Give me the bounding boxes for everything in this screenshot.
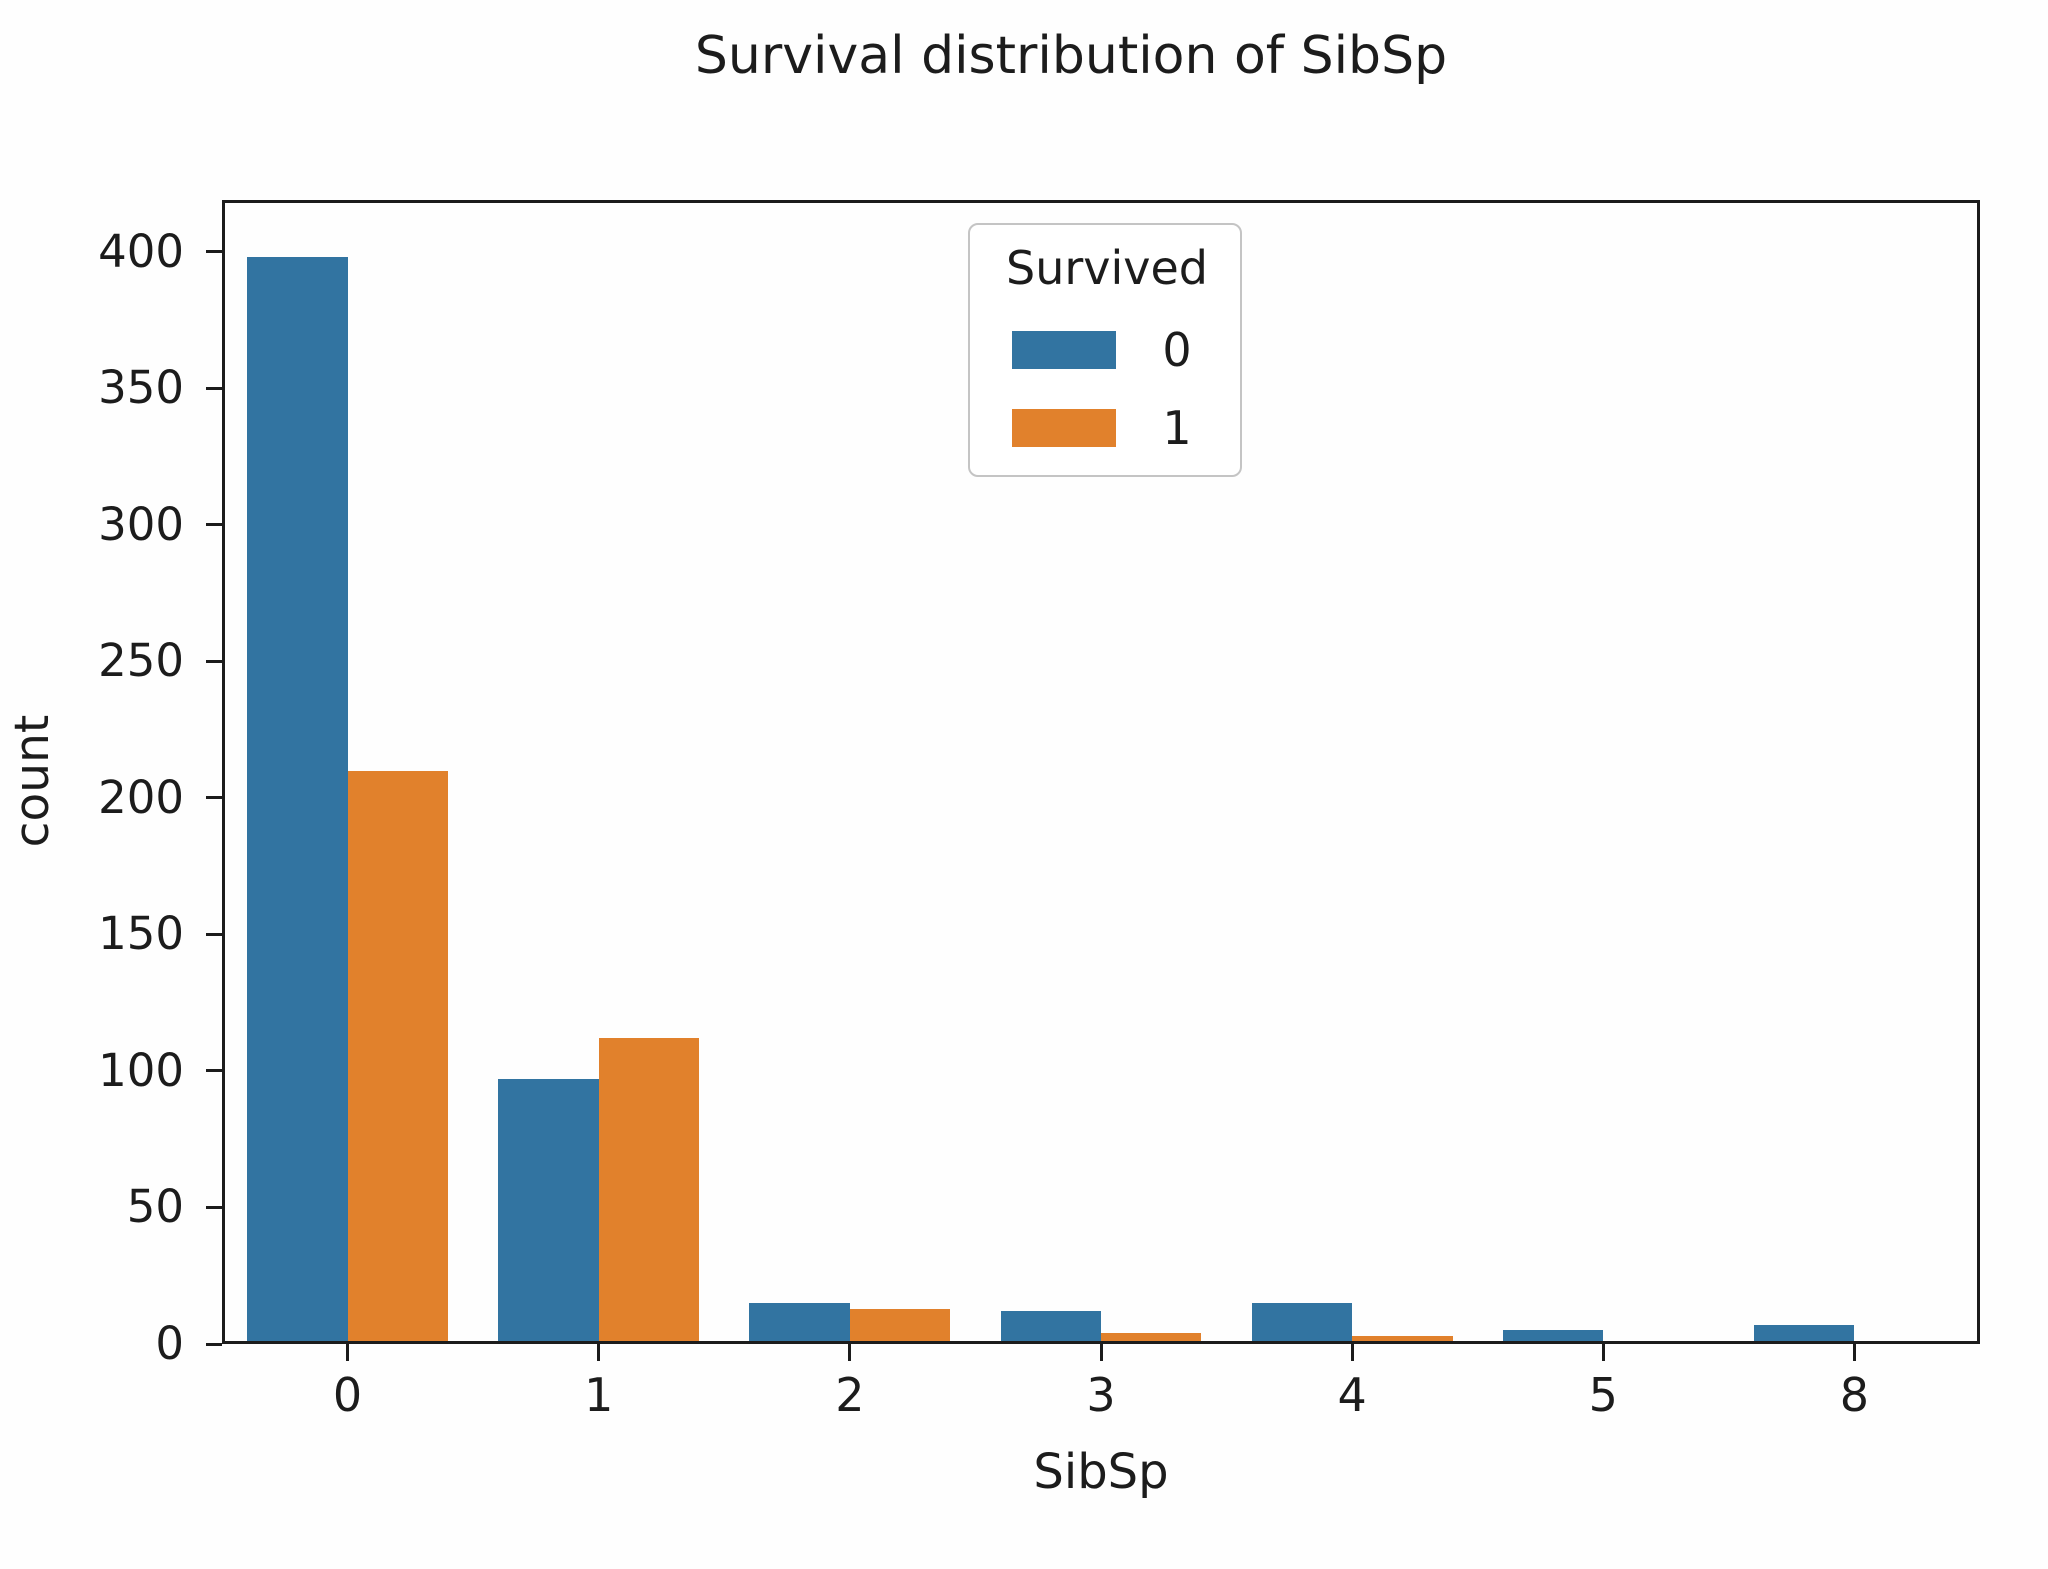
legend-entry-label: 1 (1162, 401, 1192, 455)
y-tick-label: 300 (98, 497, 184, 551)
y-tick-mark (206, 1069, 222, 1073)
x-tick-label: 8 (1839, 1368, 1870, 1422)
bar-survived-0-sibsp-8 (1753, 1324, 1855, 1344)
y-tick-mark (206, 386, 222, 390)
x-tick-mark (597, 1344, 601, 1361)
x-tick-mark (1350, 1344, 1354, 1361)
y-tick-mark (206, 1342, 222, 1346)
bar-survived-0-sibsp-3 (1000, 1311, 1101, 1344)
bar-survived-1-sibsp-2 (849, 1308, 951, 1344)
y-tick-label: 200 (98, 770, 184, 824)
x-tick-mark (346, 1344, 350, 1361)
bar-survived-1-sibsp-0 (347, 770, 449, 1344)
y-tick-mark (206, 250, 222, 254)
legend-swatch-1 (1012, 409, 1116, 447)
x-tick-mark (1601, 1344, 1605, 1361)
y-tick-label: 350 (98, 361, 184, 415)
bar-survived-0-sibsp-2 (749, 1303, 850, 1344)
chart-title: Survival distribution of SibSp (694, 26, 1448, 86)
y-tick-label: 250 (98, 634, 184, 688)
x-tick-mark (1099, 1344, 1103, 1361)
plot-area: 0 50 100 150 200 250 300 350 400 0 1 2 3 4 5 8 (98, 200, 1980, 1418)
y-tick-label: 400 (98, 224, 184, 278)
y-tick-label: 100 (98, 1043, 184, 1097)
x-axis-label: SibSp (1033, 1444, 1169, 1500)
y-tick-mark (206, 796, 222, 800)
bar-survived-0-sibsp-5 (1502, 1330, 1604, 1344)
x-tick-label: 1 (584, 1368, 614, 1422)
legend-title: Survived (1006, 241, 1208, 295)
y-tick-label: 0 (155, 1317, 184, 1370)
y-tick-mark (206, 1205, 222, 1209)
y-tick-label: 150 (98, 907, 184, 961)
x-tick-mark (1852, 1344, 1856, 1361)
y-tick-mark (206, 523, 222, 527)
bar-survived-1-sibsp-4 (1352, 1335, 1453, 1344)
y-tick-mark (206, 932, 222, 936)
x-tick-label: 0 (332, 1368, 363, 1422)
bar-survived-0-sibsp-4 (1251, 1303, 1353, 1344)
bar-survived-0-sibsp-0 (247, 257, 348, 1344)
x-tick-label: 5 (1588, 1368, 1618, 1422)
bar-survived-0-sibsp-1 (498, 1079, 599, 1344)
bar-survived-1-sibsp-1 (598, 1038, 700, 1344)
x-tick-label: 2 (835, 1368, 865, 1422)
y-tick-label: 50 (126, 1180, 184, 1234)
legend-entry-label: 0 (1162, 323, 1192, 377)
x-tick-label: 3 (1086, 1368, 1116, 1422)
bar-survived-1-sibsp-3 (1101, 1333, 1202, 1344)
legend-entry: 1 (998, 401, 1240, 455)
x-tick-mark (848, 1344, 852, 1361)
legend-swatch-0 (1012, 331, 1116, 369)
y-tick-mark (206, 659, 222, 663)
legend-entry: 0 (998, 323, 1240, 377)
x-tick-label: 4 (1337, 1368, 1367, 1422)
